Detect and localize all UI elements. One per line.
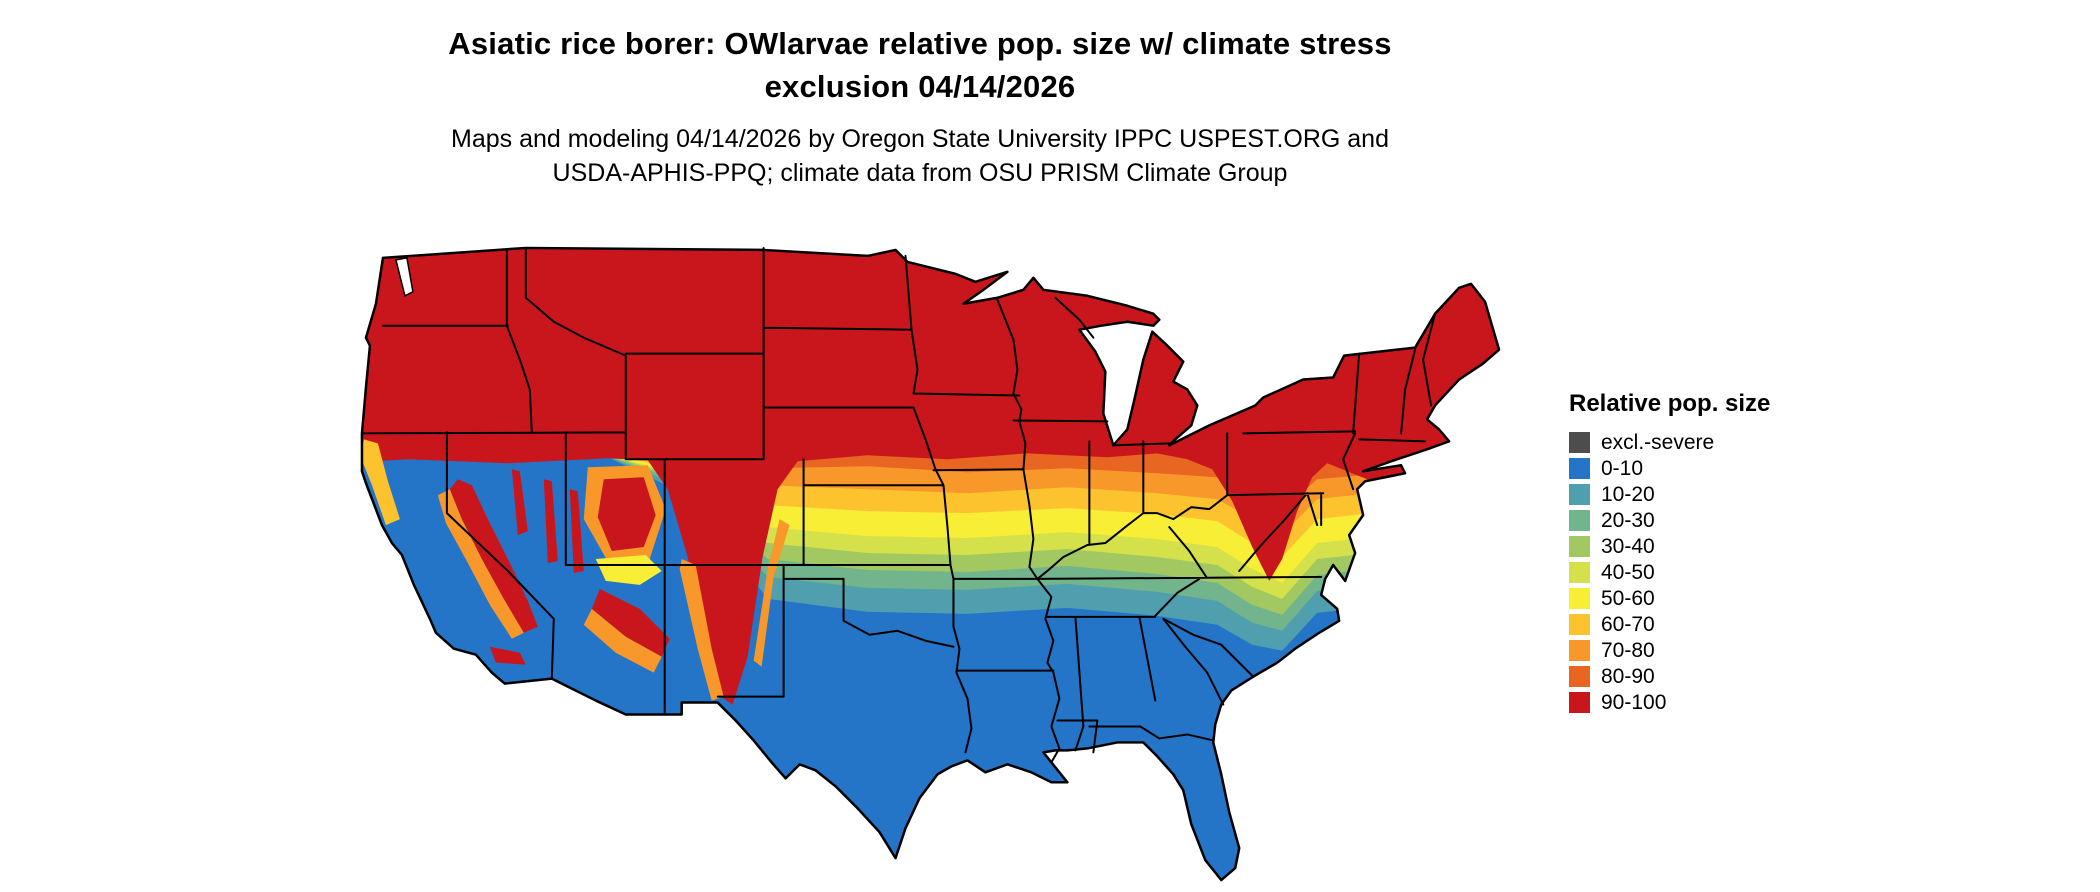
legend-item-70-80: 70-80 [1569, 638, 1829, 663]
nevada-ridge-patch-1 [511, 469, 528, 536]
legend-swatch-50-60 [1569, 588, 1590, 609]
utah-red-patch [597, 477, 656, 552]
legend-swatch-70-80 [1569, 640, 1590, 661]
puget-sound-water [395, 257, 414, 297]
us-border-outline [360, 246, 1501, 882]
legend-label: 90-100 [1601, 691, 1667, 714]
legend-label: 70-80 [1601, 639, 1655, 662]
utah-yellow-patch [595, 555, 662, 585]
legend-label: 20-30 [1601, 509, 1655, 532]
us-choropleth-map [308, 228, 1527, 886]
legend-item-40-50: 40-50 [1569, 560, 1829, 585]
map-title-line2: exclusion 04/14/2026 [764, 69, 1076, 104]
legend-item-10-20: 10-20 [1569, 482, 1829, 507]
legend-swatch-60-70 [1569, 614, 1590, 635]
legend-swatch-excl-severe [1569, 432, 1590, 453]
nevada-ridge-patch-3 [569, 489, 584, 573]
socal-red-patch [489, 646, 526, 665]
legend-item-excl-severe: excl.-severe [1569, 430, 1829, 455]
legend-swatch-0-10 [1569, 458, 1590, 479]
map-subtitle: Maps and modeling 04/14/2026 by Oregon S… [320, 122, 1520, 190]
nevada-ridge-patch-2 [543, 479, 558, 563]
legend-label: excl.-severe [1601, 431, 1715, 454]
newmexico-west-orange-patch [679, 558, 724, 701]
legend-label: 0-10 [1601, 457, 1644, 480]
legend-label: 60-70 [1601, 613, 1655, 636]
legend-item-90-100: 90-100 [1569, 690, 1829, 715]
legend-swatch-20-30 [1569, 510, 1590, 531]
arizona-red-patch [591, 588, 670, 657]
legend-swatch-80-90 [1569, 666, 1590, 687]
newmexico-east-orange-patch [753, 519, 790, 667]
legend-item-50-60: 50-60 [1569, 586, 1829, 611]
legend-label: 40-50 [1601, 561, 1655, 584]
legend-label: 50-60 [1601, 587, 1655, 610]
legend-item-60-70: 60-70 [1569, 612, 1829, 637]
legend-swatch-40-50 [1569, 562, 1590, 583]
map-subtitle-line2: USDA-APHIS-PPQ; climate data from OSU PR… [552, 159, 1288, 187]
legend-item-0-10: 0-10 [1569, 456, 1829, 481]
legend-swatch-30-40 [1569, 536, 1590, 557]
legend-item-30-40: 30-40 [1569, 534, 1829, 559]
map-title: Asiatic rice borer: OWlarvae relative po… [320, 22, 1520, 108]
sierra-nevada-orange-patch [437, 489, 524, 639]
map-title-line1: Asiatic rice borer: OWlarvae relative po… [448, 26, 1392, 61]
legend-item-80-90: 80-90 [1569, 664, 1829, 689]
us-map-svg [360, 246, 1501, 882]
sierra-nevada-red-patch [449, 479, 538, 633]
legend-label: 10-20 [1601, 483, 1655, 506]
legend-swatch-90-100 [1569, 692, 1590, 713]
map-subtitle-line1: Maps and modeling 04/14/2026 by Oregon S… [451, 125, 1389, 153]
legend-item-20-30: 20-30 [1569, 508, 1829, 533]
legend-swatch-10-20 [1569, 484, 1590, 505]
arizona-orange-patch [583, 608, 662, 673]
legend-label: 80-90 [1601, 665, 1655, 688]
legend-label: 30-40 [1601, 535, 1655, 558]
norcal-coast-patch [361, 439, 400, 526]
state-boundaries [360, 246, 1437, 764]
legend-title: Relative pop. size [1569, 390, 1771, 417]
legend: Relative pop. size excl.-severe 0-10 10-… [1569, 390, 1829, 716]
